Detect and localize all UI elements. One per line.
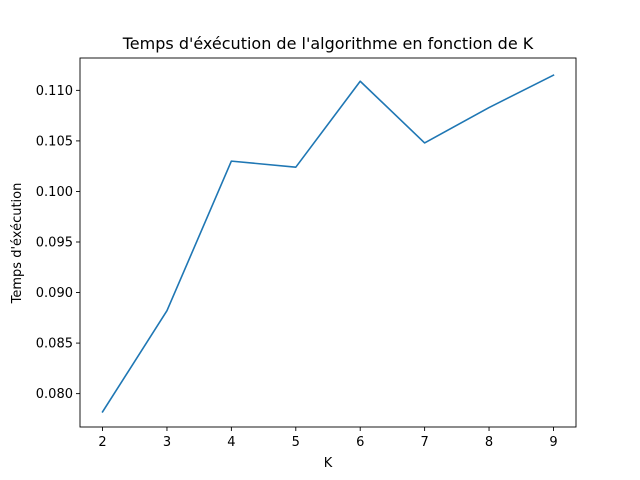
y-tick-label: 0.085: [36, 337, 73, 352]
y-axis-label: Temps d'éxécution: [10, 183, 25, 305]
y-tick-label: 0.105: [36, 134, 73, 149]
x-tick-label: 6: [356, 435, 364, 450]
y-tick-label: 0.110: [36, 84, 73, 99]
y-tick-label: 0.095: [36, 235, 73, 250]
x-tick-label: 2: [98, 435, 106, 450]
chart-title: Temps d'éxécution de l'algorithme en fon…: [122, 34, 534, 53]
plot-area: 2 3 4 5 6 7 8 9 0.080 0.085 0.090 0.095 0.100 0.105 0.…: [36, 57, 577, 450]
y-tick-label: 0.090: [36, 286, 73, 301]
x-axis-label: K: [324, 456, 333, 471]
series-line: [101, 74, 555, 413]
y-tick-label: 0.080: [36, 387, 73, 402]
x-tick-label: 8: [485, 435, 493, 450]
x-tick-label: 5: [292, 435, 300, 450]
x-tick-label: 4: [227, 435, 235, 450]
x-tick-label: 7: [420, 435, 428, 450]
x-tick-label: 3: [163, 435, 171, 450]
plot-frame: [79, 57, 577, 428]
y-tick-label: 0.100: [36, 185, 73, 200]
x-tick-label: 9: [549, 435, 557, 450]
